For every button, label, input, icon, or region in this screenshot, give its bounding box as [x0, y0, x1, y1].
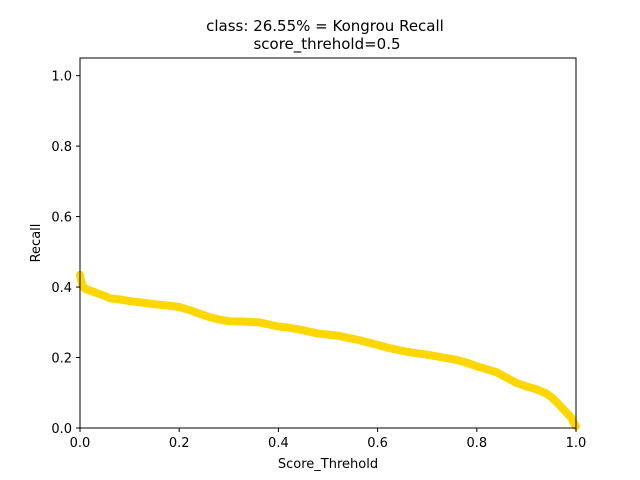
x-tick-label: 1.0	[566, 436, 587, 451]
y-axis-label: Recall	[29, 224, 44, 263]
plot-area	[76, 270, 580, 431]
chart-title: class: 26.55% = Kongrou Recall	[206, 17, 444, 35]
x-tick-label: 0.4	[268, 436, 289, 451]
y-tick-label: 0.8	[51, 140, 72, 155]
x-tick-label: 0.0	[70, 436, 91, 451]
x-tick-label: 0.2	[169, 436, 190, 451]
y-tick-label: 0.2	[51, 352, 72, 367]
x-axis-ticks: 0.0 0.2 0.4 0.6 0.8 1.0	[70, 428, 587, 451]
y-axis-ticks: 0.0 0.2 0.4 0.6 0.8 1.0	[51, 70, 80, 437]
y-tick-label: 0.6	[51, 211, 72, 226]
x-axis-label: Score_Threhold	[278, 457, 378, 472]
y-tick-label: 0.4	[51, 281, 72, 296]
y-tick-label: 1.0	[51, 70, 72, 85]
series-line-recall	[76, 270, 580, 431]
x-tick-label: 0.6	[367, 436, 388, 451]
x-tick-label: 0.8	[466, 436, 487, 451]
y-tick-label: 0.0	[51, 422, 72, 437]
chart-subtitle: score_threhold=0.5	[253, 35, 400, 54]
axes-frame	[79, 57, 577, 429]
